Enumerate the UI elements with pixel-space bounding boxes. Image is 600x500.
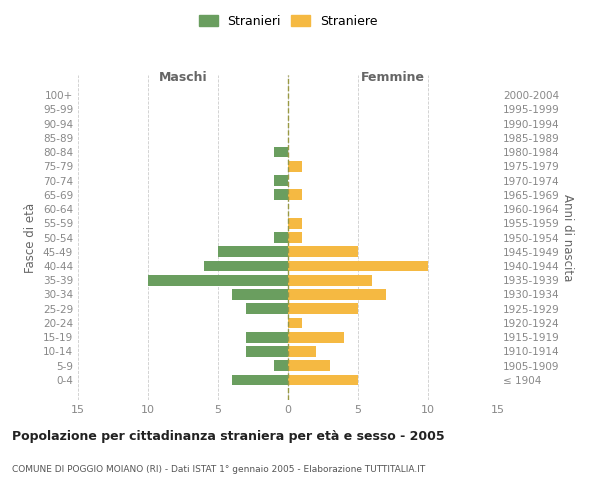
Bar	[232, 374, 288, 385]
Bar	[288, 260, 428, 272]
Bar	[288, 289, 386, 300]
Bar	[246, 304, 288, 314]
Bar	[288, 374, 358, 385]
Bar	[274, 232, 288, 243]
Bar	[288, 304, 358, 314]
Text: Maschi: Maschi	[158, 70, 208, 84]
Legend: Stranieri, Straniere: Stranieri, Straniere	[195, 11, 381, 32]
Bar	[274, 175, 288, 186]
Text: COMUNE DI POGGIO MOIANO (RI) - Dati ISTAT 1° gennaio 2005 - Elaborazione TUTTITA: COMUNE DI POGGIO MOIANO (RI) - Dati ISTA…	[12, 465, 425, 474]
Bar	[246, 346, 288, 356]
Bar	[288, 190, 302, 200]
Bar	[274, 190, 288, 200]
Bar	[274, 146, 288, 158]
Bar	[288, 318, 302, 328]
Bar	[232, 289, 288, 300]
Bar	[218, 246, 288, 257]
Bar	[288, 332, 344, 342]
Bar	[288, 246, 358, 257]
Text: Femmine: Femmine	[361, 70, 425, 84]
Bar	[246, 332, 288, 342]
Bar	[288, 360, 330, 371]
Bar	[204, 260, 288, 272]
Bar	[288, 161, 302, 172]
Bar	[288, 346, 316, 356]
Bar	[288, 232, 302, 243]
Y-axis label: Fasce di età: Fasce di età	[25, 202, 37, 272]
Bar	[288, 275, 372, 285]
Bar	[274, 360, 288, 371]
Y-axis label: Anni di nascita: Anni di nascita	[560, 194, 574, 281]
Text: Popolazione per cittadinanza straniera per età e sesso - 2005: Popolazione per cittadinanza straniera p…	[12, 430, 445, 443]
Bar	[288, 218, 302, 228]
Bar	[148, 275, 288, 285]
